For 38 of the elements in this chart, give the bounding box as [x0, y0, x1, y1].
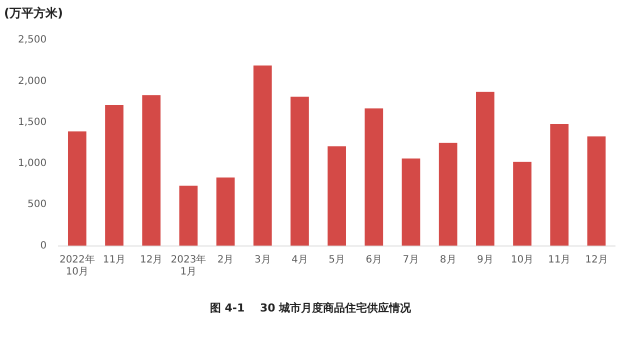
bar: [290, 96, 309, 246]
x-tick-label: 2023年 1月: [170, 253, 206, 278]
y-axis-title: (万平方米): [4, 6, 63, 20]
bar: [550, 124, 569, 246]
bar: [476, 92, 494, 246]
text: 图 4-1 30 城市月度商品住宅供应情况: [210, 301, 412, 314]
bar: [438, 142, 458, 246]
x-tick-label: 2月: [217, 254, 234, 266]
y-tick-label: 500: [28, 199, 47, 210]
x-tick-label: 6月: [366, 254, 382, 266]
x-tick-label: 10月: [510, 254, 534, 266]
bar: [253, 66, 272, 246]
x-tick-label: 9月: [476, 254, 494, 266]
y-tick-label: 1,000: [18, 158, 47, 170]
y-tick-label: 2,000: [18, 76, 47, 87]
y-tick-label: 1,500: [18, 116, 47, 128]
bar: [587, 136, 606, 246]
bar: [105, 105, 124, 246]
x-tick-label: 3月: [254, 254, 271, 266]
x-tick-label: 12月: [140, 254, 163, 266]
y-tick-label: 2,500: [18, 34, 47, 46]
bar: [142, 95, 161, 246]
x-tick-label: 4月: [292, 254, 308, 266]
bar: [216, 177, 235, 246]
bar: [179, 186, 198, 246]
x-tick-label: 11月: [102, 254, 126, 266]
x-tick-label: 11月: [548, 254, 571, 266]
y-tick-label: 0: [40, 240, 47, 252]
bar: [364, 108, 384, 246]
x-tick-label: 12月: [585, 254, 608, 266]
bar: [68, 131, 86, 246]
x-tick-label: 7月: [402, 254, 420, 266]
x-tick-label: 8月: [440, 254, 456, 266]
bar: [328, 146, 346, 246]
x-tick-label: 2022年 10月: [59, 253, 95, 278]
x-tick-label: 5月: [328, 254, 345, 266]
bar: [402, 158, 420, 246]
bar: [513, 162, 532, 246]
